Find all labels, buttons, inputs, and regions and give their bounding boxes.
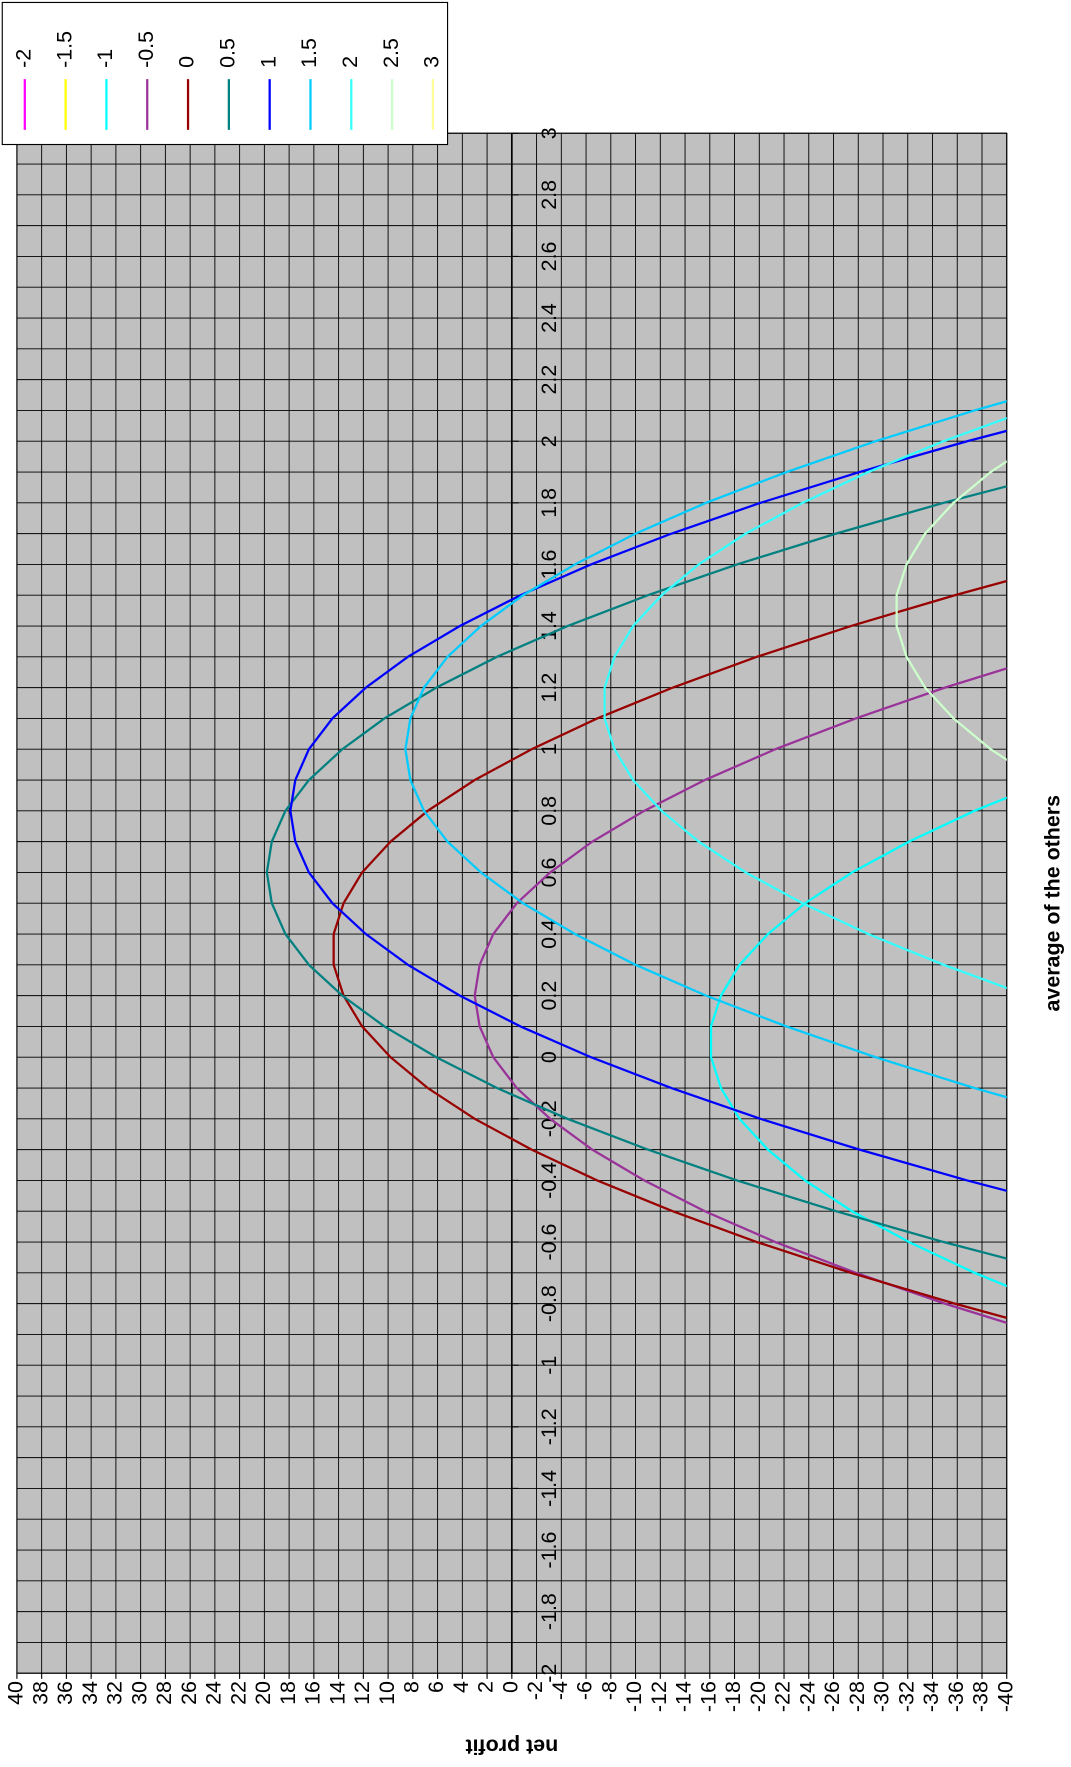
x-tick-label: 2.2 — [537, 365, 561, 395]
x-tick-label: 2.6 — [537, 242, 561, 272]
legend-label: -1.5 — [52, 31, 76, 68]
y-tick-label: 26 — [177, 1681, 201, 1705]
y-tick-label: 34 — [78, 1681, 102, 1705]
y-tick-label: -8 — [597, 1681, 621, 1700]
legend-label: 2.5 — [379, 38, 403, 68]
x-tick-label: -2 — [537, 1664, 561, 1683]
x-tick-label: -0.6 — [537, 1224, 561, 1261]
y-tick-label: 32 — [103, 1681, 127, 1705]
y-tick-label: -16 — [696, 1681, 720, 1712]
y-tick-label: 0 — [498, 1681, 522, 1693]
series-line — [473, 655, 1007, 1336]
legend: -2 -1.5 -1 -0.5 0 0.5 1 1.5 2 2.5 3 — [1, 1, 449, 146]
y-tick-label: -20 — [746, 1681, 770, 1712]
x-tick-label: 0.2 — [537, 981, 561, 1011]
series-line — [709, 778, 1007, 1305]
series-line — [289, 409, 1007, 1213]
x-tick-label: -0.4 — [537, 1162, 561, 1199]
legend-label: -2 — [11, 49, 35, 68]
y-tick-label: 4 — [449, 1681, 473, 1693]
x-tick-label: 0.8 — [537, 796, 561, 826]
y-tick-label: 12 — [350, 1681, 374, 1705]
legend-label: 0.5 — [216, 38, 240, 68]
x-tick-label: 2.4 — [537, 303, 561, 333]
legend-label: 1.5 — [297, 38, 321, 68]
legend-label: 0 — [175, 56, 199, 68]
legend-label: 3 — [420, 56, 444, 68]
x-tick-label: 0 — [537, 1051, 561, 1063]
x-tick-label: 2.8 — [537, 180, 561, 210]
y-tick-label: 30 — [127, 1681, 151, 1705]
x-tick-label: 3 — [537, 127, 561, 139]
y-axis-title: net profit — [465, 1735, 558, 1759]
y-tick-label: 6 — [424, 1681, 448, 1693]
y-tick-label: -34 — [919, 1681, 943, 1712]
series-line — [603, 378, 1007, 1028]
y-tick-label: -18 — [721, 1681, 745, 1712]
y-tick-label: 24 — [202, 1681, 226, 1705]
y-tick-label: -14 — [672, 1681, 696, 1712]
y-tick-label: 20 — [251, 1681, 275, 1705]
series-line — [895, 409, 1007, 812]
legend-box — [1, 1, 449, 146]
x-tick-label: 1.8 — [537, 488, 561, 518]
y-tick-label: 40 — [4, 1681, 28, 1705]
y-tick-label: 28 — [152, 1681, 176, 1705]
y-tick-label: 2 — [474, 1681, 498, 1693]
x-tick-label: -1.4 — [537, 1470, 561, 1507]
x-tick-label: -0.8 — [537, 1285, 561, 1322]
y-tick-label: 14 — [325, 1681, 349, 1705]
y-tick-label: -32 — [894, 1681, 918, 1712]
y-tick-label: -28 — [845, 1681, 869, 1712]
y-tick-label: 16 — [301, 1681, 325, 1705]
y-tick-label: -10 — [622, 1681, 646, 1712]
y-tick-label: -36 — [944, 1681, 968, 1712]
legend-label: 2 — [338, 56, 362, 68]
legend-label: -0.5 — [134, 31, 158, 68]
y-tick-label: 36 — [53, 1681, 77, 1705]
y-tick-label: 18 — [276, 1681, 300, 1705]
y-tick-label: 38 — [28, 1681, 52, 1705]
x-tick-label: -1.8 — [537, 1593, 561, 1630]
y-tick-label: -2 — [523, 1681, 547, 1700]
y-tick-label: -4 — [548, 1681, 572, 1700]
y-tick-label: -24 — [795, 1681, 819, 1712]
y-tick-label: 22 — [226, 1681, 250, 1705]
x-tick-label: -1 — [537, 1356, 561, 1375]
x-tick-label: 1.4 — [537, 611, 561, 641]
y-tick-label: -26 — [820, 1681, 844, 1712]
y-tick-label: 8 — [399, 1681, 423, 1693]
legend-label: -1 — [93, 49, 117, 68]
y-tick-label: -40 — [993, 1681, 1017, 1712]
series-line — [265, 470, 1007, 1274]
x-tick-label: 1 — [537, 743, 561, 755]
y-tick-label: -38 — [969, 1681, 993, 1712]
x-axis-title: average of the others — [1041, 795, 1065, 1012]
series-line — [404, 378, 1007, 1120]
y-tick-label: -22 — [771, 1681, 795, 1712]
x-tick-label: -1.2 — [537, 1408, 561, 1445]
x-tick-label: -1.6 — [537, 1532, 561, 1569]
x-tick-label: 1.2 — [537, 673, 561, 703]
legend-label: 1 — [256, 56, 280, 68]
y-tick-label: -6 — [573, 1681, 597, 1700]
y-tick-label: -30 — [870, 1681, 894, 1712]
series-line — [332, 563, 1007, 1336]
y-tick-label: 10 — [375, 1681, 399, 1705]
x-tick-label: 2 — [537, 435, 561, 447]
y-tick-label: -12 — [647, 1681, 671, 1712]
